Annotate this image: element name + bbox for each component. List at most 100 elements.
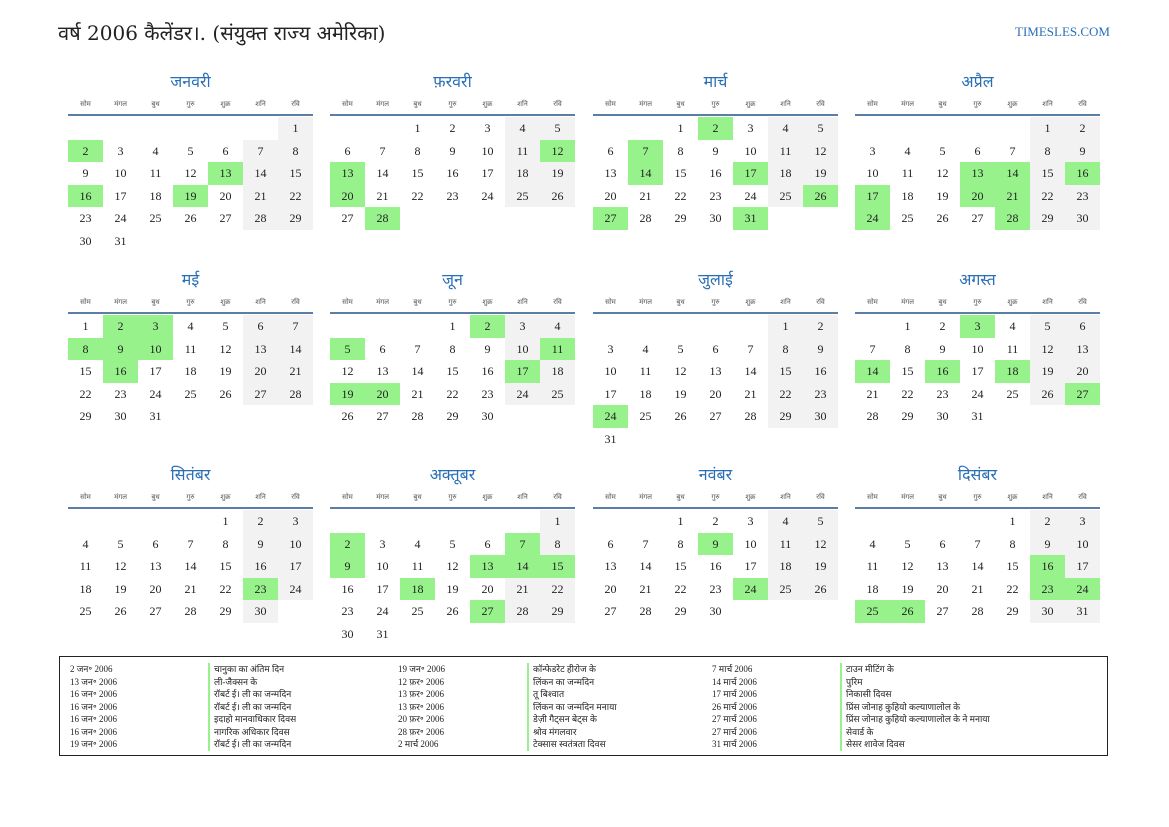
day-cell: 2 — [803, 315, 838, 338]
day-cell: 10 — [866, 166, 879, 180]
day-cell: 13 — [1065, 337, 1100, 360]
legend-date: 7 मार्च 2006 — [712, 664, 753, 674]
day-cell: 22 — [1030, 184, 1065, 207]
weekday-label: शनि — [255, 298, 266, 306]
holiday-day-cell: 2 — [330, 532, 365, 555]
empty-cell — [628, 117, 663, 140]
holiday-day-cell: 13 — [960, 162, 995, 185]
day-cell: 14 — [971, 559, 984, 573]
holiday-day-cell: 16 — [925, 360, 960, 383]
day-cell: 25 — [901, 211, 914, 225]
weekday-header: सोम मंगल बुध गुरु शुक्र शनि रवि — [593, 292, 838, 314]
day-cell: 1 — [278, 117, 313, 140]
day-cell: 7 — [414, 341, 421, 356]
day-cell: 21 — [866, 386, 879, 401]
weekday-label: मंगल — [901, 298, 914, 306]
day-cell: 9 — [1065, 139, 1100, 162]
month-name: अप्रैल — [961, 72, 994, 91]
month-block: नवंबर सोम मंगल बुध गुरु शुक्र शनि रवि 1 2 3 4 5 6 7 8 9 1… — [593, 463, 838, 623]
day-cell: 15 — [901, 364, 914, 378]
weekday-header: सोम मंगल बुध गुरु शुक्र शनि रवि — [593, 94, 838, 116]
day-cell: 17 — [149, 364, 162, 378]
day-cell: 28 — [744, 409, 757, 423]
day-cell: 7 — [1009, 143, 1016, 158]
day-grid: 1 2 3 4 5 6 7 8 9 10 11 12 13 14 15 16 17 18 19 20 21 22 23 24 2… — [68, 510, 313, 623]
day-cell: 21 — [243, 184, 278, 207]
day-cell: 4 — [869, 536, 876, 551]
empty-cell — [855, 315, 890, 338]
day-cell: 5 — [540, 117, 575, 140]
legend-dates-column: 2 जन॰ 2006 13 जन॰ 2006 16 जन॰ 2006 16 जन॰ 2… — [70, 663, 117, 751]
legend-holiday-name: लिंकन का जन्मदिन — [527, 675, 617, 688]
day-cell: 27 — [219, 211, 232, 225]
empty-cell — [330, 315, 365, 338]
day-cell: 3 — [607, 341, 614, 356]
empty-cell — [173, 117, 208, 140]
day-cell: 6 — [484, 536, 491, 551]
day-cell: 1 — [540, 510, 575, 533]
weekday-label: शनि — [1042, 493, 1053, 501]
day-cell: 29 — [674, 211, 687, 225]
legend-date: 16 जन॰ 2006 — [70, 689, 118, 699]
weekday-label: बुध — [151, 100, 160, 108]
holiday-day-cell: 7 — [505, 532, 540, 555]
legend-holiday-name: टेक्सास स्वतंत्रता दिवस — [527, 738, 617, 751]
day-cell: 10 — [744, 536, 757, 551]
weekday-label: शुक्र — [220, 298, 231, 306]
day-cell: 15 — [1006, 559, 1019, 573]
day-cell: 4 — [768, 117, 803, 140]
holiday-day-cell: 13 — [208, 162, 243, 185]
legend-holiday-name: कॉन्फेडरेट हीरोज के — [527, 663, 617, 676]
weekday-header: सोम मंगल बुध गुरु शुक्र शनि रवि — [68, 292, 313, 314]
empty-cell — [855, 510, 890, 533]
day-cell: 7 — [974, 536, 981, 551]
day-cell: 26 — [219, 386, 232, 401]
holiday-day-cell: 18 — [995, 360, 1030, 383]
day-cell: 4 — [642, 341, 649, 356]
day-cell: 1 — [449, 319, 456, 333]
empty-cell — [593, 315, 628, 338]
weekday-label: शनि — [780, 100, 791, 108]
day-cell: 23 — [114, 386, 127, 401]
day-cell: 8 — [1009, 536, 1016, 551]
empty-cell — [103, 510, 138, 533]
day-cell: 31 — [604, 431, 617, 446]
empty-cell — [733, 315, 768, 338]
legend-date: 2 जन॰ 2006 — [70, 664, 113, 674]
weekday-header: सोम मंगल बुध गुरु शुक्र शनि रवि — [855, 94, 1100, 116]
site-link[interactable]: TIMESLES.COM — [1015, 24, 1110, 39]
holiday-day-cell: 25 — [855, 600, 890, 623]
day-cell: 21 — [411, 386, 424, 401]
holiday-day-cell: 2 — [470, 315, 505, 338]
day-cell: 24 — [278, 577, 313, 600]
day-cell: 13 — [376, 364, 389, 378]
day-cell: 16 — [709, 166, 722, 180]
day-cell: 13 — [709, 364, 722, 378]
day-cell: 12 — [219, 341, 232, 356]
day-cell: 11 — [1006, 341, 1019, 356]
day-cell: 1 — [677, 121, 684, 135]
day-cell: 24 — [744, 188, 757, 203]
weekday-label: बुध — [676, 493, 685, 501]
day-cell: 13 — [936, 559, 949, 573]
day-cell: 5 — [449, 536, 456, 551]
legend-date: 27 मार्च 2006 — [712, 714, 757, 724]
weekday-label: मंगल — [376, 493, 389, 501]
legend-date: 16 जन॰ 2006 — [70, 726, 118, 737]
month-name: फ़रवरी — [433, 72, 472, 91]
day-cell: 20 — [604, 188, 617, 203]
empty-cell — [365, 510, 400, 533]
day-cell: 29 — [1006, 604, 1019, 618]
weekday-label: गुरु — [973, 298, 982, 306]
month-block: दिसंबर सोम मंगल बुध गुरु शुक्र शनि रवि 1 2 3 4 5 6 7 8 9… — [855, 463, 1100, 623]
day-cell: 15 — [674, 166, 687, 180]
day-cell: 17 — [1065, 555, 1100, 578]
day-grid: 1 2 3 4 5 6 7 8 9 10 11 12 13 14 15 16 17 18 19 20 21 22 23 24 2… — [330, 510, 575, 645]
day-cell: 1 — [768, 315, 803, 338]
weekday-label: शनि — [780, 298, 791, 306]
day-cell: 5 — [117, 536, 124, 551]
weekday-label: गुरु — [448, 100, 457, 108]
day-cell: 5 — [677, 341, 684, 356]
weekday-label: बुध — [938, 493, 947, 501]
day-cell: 9 — [484, 341, 491, 356]
